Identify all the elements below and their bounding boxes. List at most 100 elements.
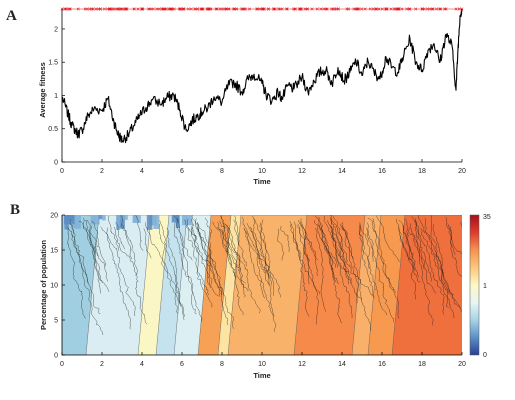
event-marker xyxy=(108,7,112,11)
minor-clone-patch xyxy=(101,215,106,221)
event-marker xyxy=(225,7,229,11)
x-tick-label: 8 xyxy=(220,168,224,175)
event-marker xyxy=(125,7,129,11)
boundary-line xyxy=(197,227,229,326)
boundary-line xyxy=(445,216,462,255)
event-marker xyxy=(140,7,144,11)
event-marker xyxy=(108,7,112,11)
boundary-line xyxy=(297,223,309,262)
event-marker xyxy=(394,7,398,11)
x-tick-label: 12 xyxy=(298,361,306,368)
event-marker xyxy=(360,7,364,11)
minor-clone-patch xyxy=(90,215,100,225)
event-marker xyxy=(160,7,164,11)
boundary-line xyxy=(359,222,371,269)
panel-a-x-label: Time xyxy=(253,177,270,186)
boundary-line xyxy=(69,219,89,284)
event-marker xyxy=(120,7,124,11)
minor-clone-patch xyxy=(182,215,193,226)
y-tick-label: 5 xyxy=(54,318,58,325)
x-tick-label: 14 xyxy=(338,168,346,175)
event-marker xyxy=(299,7,303,11)
x-tick-label: 10 xyxy=(258,361,266,368)
event-marker xyxy=(356,7,360,11)
boundary-line xyxy=(191,215,214,268)
boundary-line xyxy=(251,215,272,286)
boundary-line xyxy=(330,215,345,258)
event-marker xyxy=(389,7,393,11)
event-marker xyxy=(155,7,159,11)
boundary-line xyxy=(143,228,152,259)
event-marker xyxy=(303,7,307,11)
colorbar-tick-mid: 1 xyxy=(483,283,487,290)
event-marker xyxy=(201,7,205,11)
event-marker xyxy=(352,7,356,11)
boundary-line xyxy=(249,226,275,317)
event-marker xyxy=(241,7,245,11)
boundary-line xyxy=(192,227,223,296)
boundary-line xyxy=(233,215,240,246)
event-marker xyxy=(374,7,378,11)
panel-b-y-label: Percentage of population xyxy=(39,240,48,330)
x-tick-label: 2 xyxy=(100,168,104,175)
boundary-line xyxy=(330,216,353,319)
boundary-line xyxy=(205,217,221,297)
boundary-line xyxy=(334,225,372,331)
event-marker xyxy=(193,7,197,11)
boundary-line xyxy=(280,225,290,253)
event-marker xyxy=(168,7,172,11)
boundary-line xyxy=(297,219,318,276)
event-marker xyxy=(454,7,458,11)
event-marker xyxy=(64,7,68,11)
event-marker xyxy=(209,7,213,11)
boundary-line xyxy=(66,228,86,319)
event-marker xyxy=(164,7,168,11)
minor-clone-patch xyxy=(171,215,180,223)
minor-clone-patch xyxy=(66,215,74,221)
boundary-line xyxy=(358,224,388,315)
event-marker xyxy=(248,7,252,11)
event-marker xyxy=(384,7,388,11)
boundary-line xyxy=(430,215,461,309)
boundary-line xyxy=(186,218,198,242)
boundary-line xyxy=(243,227,265,299)
event-marker xyxy=(319,7,323,11)
event-marker xyxy=(224,7,228,11)
minor-clone-patch xyxy=(116,215,125,229)
panel-b-boundary-lines xyxy=(66,215,462,335)
y-tick-label: 20 xyxy=(50,213,58,220)
event-marker xyxy=(240,7,244,11)
boundary-line xyxy=(183,219,210,296)
event-marker xyxy=(136,7,140,11)
boundary-line xyxy=(414,220,434,326)
y-tick-label: 0 xyxy=(54,160,58,167)
boundary-line xyxy=(78,220,108,282)
boundary-line xyxy=(367,222,395,323)
x-tick-label: 6 xyxy=(180,168,184,175)
event-marker xyxy=(315,7,319,11)
event-marker xyxy=(333,7,337,11)
event-marker xyxy=(200,7,204,11)
boundary-line xyxy=(314,227,327,312)
y-tick-label: 0 xyxy=(54,353,58,360)
event-marker xyxy=(94,7,98,11)
event-marker xyxy=(439,7,443,11)
clone-area xyxy=(85,215,159,355)
boundary-line xyxy=(332,216,348,263)
boundary-line xyxy=(100,226,136,316)
boundary-line xyxy=(398,219,419,277)
minor-clone-patch xyxy=(98,215,103,220)
event-marker xyxy=(438,7,442,11)
boundary-line xyxy=(331,218,358,304)
event-marker xyxy=(420,7,424,11)
event-marker xyxy=(169,7,173,11)
boundary-line xyxy=(404,218,417,300)
panel-a-x-ticks: 0 2 4 6 8 10 12 14 16 18 20 xyxy=(60,159,466,175)
boundary-line xyxy=(259,222,275,296)
boundary-line xyxy=(217,221,240,272)
y-tick-label: 0.5 xyxy=(48,126,58,133)
boundary-line xyxy=(196,222,219,297)
boundary-line xyxy=(408,227,437,294)
event-marker xyxy=(218,7,222,11)
boundary-line xyxy=(314,215,340,285)
